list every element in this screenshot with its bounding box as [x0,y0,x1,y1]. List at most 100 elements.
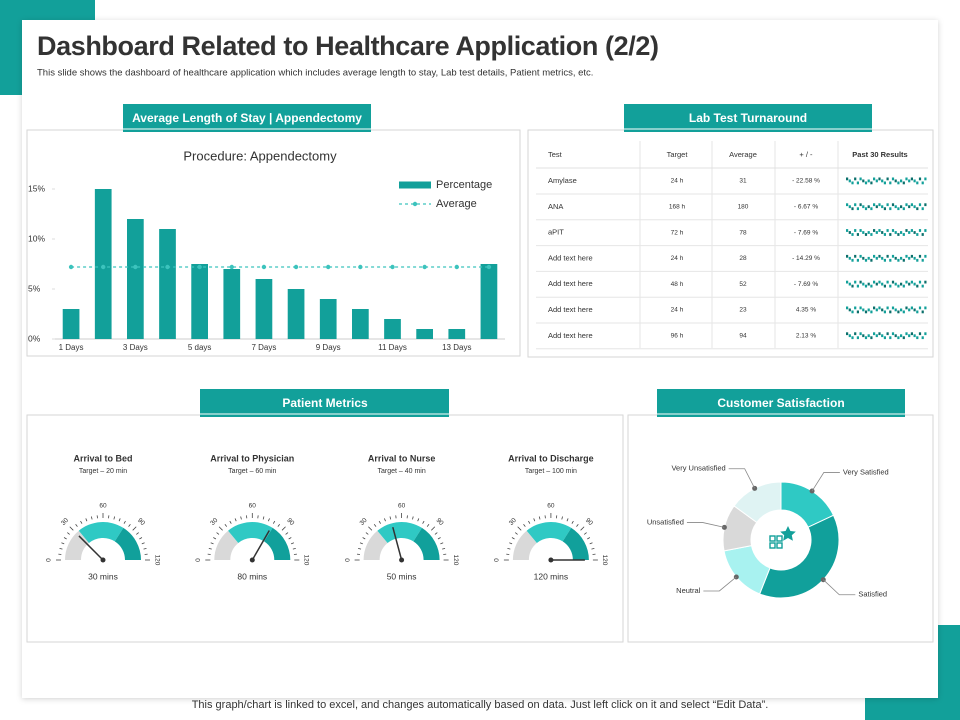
gauge-minor-tick [437,537,441,540]
spark-square [846,332,849,336]
gauge-minor-tick [378,520,381,524]
table-cell: 78 [739,229,747,236]
spark-square [867,231,870,234]
gauge-tick-label: 90 [285,517,295,527]
banner-title: Average Length of Stay | Appendectomy [132,111,362,125]
spark-square [870,207,873,211]
spark-square [910,203,913,207]
gauge-minor-tick [373,524,377,527]
table-cell: aPIT [548,228,564,237]
gauge-tick-label: 90 [136,517,146,527]
gauge-tick-label: 60 [398,503,406,510]
spark-square [897,181,900,185]
spark-square [921,310,924,314]
spark-square [854,280,857,284]
table-header: + / - [799,150,813,159]
spark-square [910,306,913,310]
spark-square [854,254,857,258]
spark-square [921,258,924,262]
spark-square [881,282,884,286]
y-tick-label: 10% [28,233,45,243]
spark-square [918,254,922,258]
gauge-minor-tick [262,516,265,520]
table-cell: Add text here [548,279,593,288]
banner: Average Length of Stay | Appendectomy [123,104,371,132]
spark-square [881,231,884,234]
average-point [454,264,459,270]
spark-square [900,205,903,209]
gauge-minor-tick [359,542,363,545]
footer-note: This graph/chart is linked to excel, and… [192,699,769,711]
spark-square [921,233,924,236]
spark-square [918,203,922,207]
spark-square [867,308,870,312]
table-cell: Add text here [548,305,593,314]
spark-square [921,181,924,185]
spark-square [862,205,865,209]
spark-square [862,334,865,338]
table-cell: 24 h [671,307,684,314]
spark-square [891,229,895,232]
spark-square [864,207,868,211]
table-header: Test [548,150,563,159]
spark-square [883,258,886,262]
spark-square [859,254,862,258]
spark-square [900,282,903,286]
spark-square [902,310,905,314]
table-cell: - 7.69 % [794,281,818,288]
spark-square [894,205,897,209]
spark-square [924,229,927,232]
spark-square [873,229,876,232]
leader-line [728,468,756,489]
spark-square [908,308,911,312]
gauge-minor-tick [358,547,362,550]
gauge-minor-tick [528,520,531,524]
spark-square [851,258,854,262]
gauge-minor-tick [538,516,541,520]
table-cell: Add text here [548,331,593,340]
bar [384,319,401,339]
spark-square [913,334,916,338]
spark-square [924,177,927,181]
gauge-tick-label: 120 [153,555,160,566]
spark-square [889,284,892,288]
spark-square [908,231,911,234]
spark-square [905,280,908,284]
gauge-minor-tick [523,524,526,527]
gauge-minor-tick [240,516,242,520]
spark-square [851,336,854,340]
y-tick-label: 0% [28,333,41,343]
table-cell: - 7.69 % [794,229,818,236]
gauge-minor-tick [234,518,237,522]
gauge-minor-tick [281,526,286,531]
bar [62,309,80,339]
spark-square [856,258,859,262]
gauge-minor-tick [218,526,223,531]
average-point [486,264,492,270]
spark-square [902,181,905,185]
spark-square [856,310,859,314]
spark-square [918,332,922,336]
spark-square [924,280,927,284]
table-cell: - 22.58 % [792,178,820,185]
spark-square [864,310,868,314]
average-point [197,264,202,270]
gauge-minor-tick [587,537,591,540]
spark-square [870,336,873,340]
spark-square [862,256,865,260]
gauge-minor-tick [213,537,217,540]
gauge-minor-tick [224,524,228,527]
spark-square [867,179,870,183]
leader-line [811,472,840,492]
spark-square [894,308,897,312]
donut-slice [758,514,840,599]
spark-square [875,282,878,286]
spark-square [916,207,919,211]
spark-square [905,203,908,207]
table-cell: 96 h [671,333,684,340]
spark-square [902,233,905,236]
spark-square [878,203,881,207]
x-tick-label: 3 Days [123,343,148,352]
spark-square [870,181,873,185]
